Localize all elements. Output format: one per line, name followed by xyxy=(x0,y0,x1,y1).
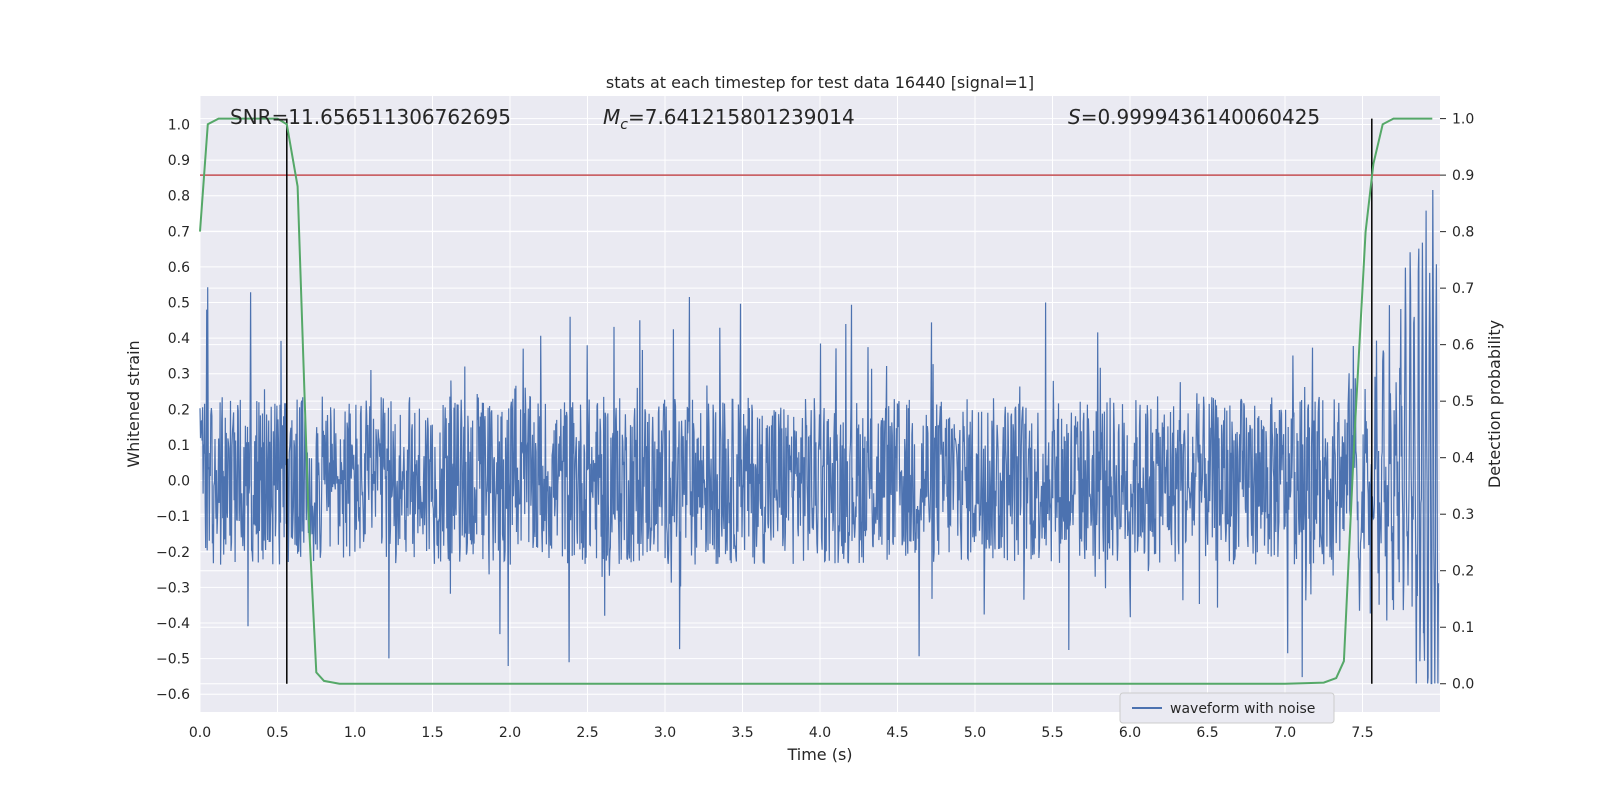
x-tick-label: 5.5 xyxy=(1041,725,1063,741)
y-tick-label: 0.3 xyxy=(168,367,190,383)
y-tick-label: 1.0 xyxy=(168,117,190,133)
y2-tick-label: 1.0 xyxy=(1452,112,1474,128)
y2-axis-label: Detection probability xyxy=(1485,320,1504,488)
y-tick-label: 0.4 xyxy=(168,331,190,347)
y-axis-left: 1.0 0.9 0.8 0.7 0.6 0.5 0.4 0.3 0.2 0.1 0.0 −0.1 −0.… xyxy=(156,117,190,703)
x-tick-label: 6.5 xyxy=(1196,725,1218,741)
x-tick-label: 3.0 xyxy=(654,725,676,741)
y-axis-label: Whitened strain xyxy=(124,340,143,467)
snr-annotation: SNR=11.656511306762695 xyxy=(230,105,511,129)
y2-tick-label: 0.2 xyxy=(1452,564,1474,580)
x-tick-label: 5.0 xyxy=(964,725,986,741)
y2-tick-label: 0.8 xyxy=(1452,225,1474,241)
x-tick-label: 7.5 xyxy=(1351,725,1373,741)
x-tick-label: 4.5 xyxy=(886,725,908,741)
chirp-mass-symbol: M xyxy=(603,105,620,129)
y-tick-label: 0.1 xyxy=(168,438,190,454)
y-tick-label: 0.7 xyxy=(168,224,190,240)
x-axis-label: Time (s) xyxy=(786,745,852,764)
y-tick-label: 0.9 xyxy=(168,153,190,169)
y2-tick-label: 0.6 xyxy=(1452,338,1474,354)
waveform-series xyxy=(199,189,1440,685)
legend-label: waveform with noise xyxy=(1170,701,1315,717)
x-tick-label: 7.0 xyxy=(1274,725,1296,741)
x-tick-label: 0.5 xyxy=(266,725,288,741)
y-tick-label: −0.4 xyxy=(156,616,190,632)
chart-title: stats at each timestep for test data 164… xyxy=(606,73,1034,92)
y-tick-label: 0.8 xyxy=(168,189,190,205)
y2-tick-label: 0.4 xyxy=(1452,451,1474,467)
waveform-line xyxy=(199,189,1440,685)
x-tick-label: 3.5 xyxy=(731,725,753,741)
overlay-lines xyxy=(199,117,1440,685)
x-tick-label: 6.0 xyxy=(1119,725,1141,741)
y-tick-label: 0.0 xyxy=(168,474,190,490)
y2-tick-label: 0.7 xyxy=(1452,281,1474,297)
x-tick-label: 4.0 xyxy=(809,725,831,741)
y-tick-label: −0.1 xyxy=(156,509,190,525)
y-tick-label: −0.3 xyxy=(156,580,190,596)
legend: waveform with noise xyxy=(1119,692,1335,724)
y2-tick-label: 0.0 xyxy=(1452,677,1474,693)
x-tick-label: 2.0 xyxy=(499,725,521,741)
y-tick-label: 0.5 xyxy=(168,296,190,312)
probability-line xyxy=(199,117,1433,685)
y2-tick-label: 0.1 xyxy=(1452,620,1474,636)
x-tick-label: 2.5 xyxy=(576,725,598,741)
x-tick-label: 1.5 xyxy=(421,725,443,741)
y-tick-label: −0.6 xyxy=(156,687,190,703)
y-axis-right: 1.0 0.9 0.8 0.7 0.6 0.5 0.4 0.3 0.2 0.1 0.0 xyxy=(1440,112,1474,693)
y2-tick-label: 0.9 xyxy=(1452,168,1474,184)
chirp-mass-annotation: Mc=7.641215801239014 xyxy=(603,105,855,133)
score-symbol: S xyxy=(1068,105,1081,129)
score-value: =0.9999436140060425 xyxy=(1081,105,1320,129)
x-axis: 0.0 0.5 1.0 1.5 2.0 2.5 3.0 3.5 4.0 4.5 5.0 5.5 6.0 6… xyxy=(189,725,1374,741)
y-tick-label: 0.2 xyxy=(168,402,190,418)
score-annotation: S=0.9999436140060425 xyxy=(1068,105,1320,129)
x-tick-label: 1.0 xyxy=(344,725,366,741)
y2-tick-label: 0.5 xyxy=(1452,394,1474,410)
y-tick-label: −0.2 xyxy=(156,545,190,561)
y-tick-label: −0.5 xyxy=(156,652,190,668)
x-tick-label: 0.0 xyxy=(189,725,211,741)
chirp-mass-value: =7.641215801239014 xyxy=(628,105,855,129)
y-tick-label: 0.6 xyxy=(168,260,190,276)
legend-box xyxy=(1119,692,1335,724)
y2-tick-label: 0.3 xyxy=(1452,507,1474,523)
chirp-mass-subscript: c xyxy=(620,117,628,133)
